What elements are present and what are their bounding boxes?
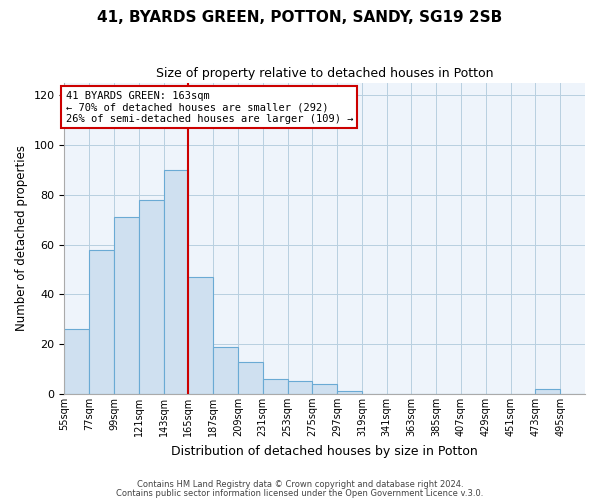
Bar: [89, 250, 114, 394]
Bar: [114, 218, 139, 394]
Y-axis label: Number of detached properties: Number of detached properties: [15, 146, 28, 332]
Bar: [238, 362, 263, 394]
Text: Contains HM Land Registry data © Crown copyright and database right 2024.: Contains HM Land Registry data © Crown c…: [137, 480, 463, 489]
Bar: [188, 277, 213, 394]
Bar: [263, 379, 287, 394]
Text: 41, BYARDS GREEN, POTTON, SANDY, SG19 2SB: 41, BYARDS GREEN, POTTON, SANDY, SG19 2S…: [97, 10, 503, 25]
X-axis label: Distribution of detached houses by size in Potton: Distribution of detached houses by size …: [172, 444, 478, 458]
Title: Size of property relative to detached houses in Potton: Size of property relative to detached ho…: [156, 68, 493, 80]
Bar: [139, 200, 164, 394]
Bar: [313, 384, 337, 394]
Bar: [287, 382, 313, 394]
Text: 41 BYARDS GREEN: 163sqm
← 70% of detached houses are smaller (292)
26% of semi-d: 41 BYARDS GREEN: 163sqm ← 70% of detache…: [65, 90, 353, 124]
Bar: [535, 389, 560, 394]
Bar: [337, 392, 362, 394]
Bar: [164, 170, 188, 394]
Text: Contains public sector information licensed under the Open Government Licence v.: Contains public sector information licen…: [116, 488, 484, 498]
Bar: [64, 329, 89, 394]
Bar: [213, 346, 238, 394]
